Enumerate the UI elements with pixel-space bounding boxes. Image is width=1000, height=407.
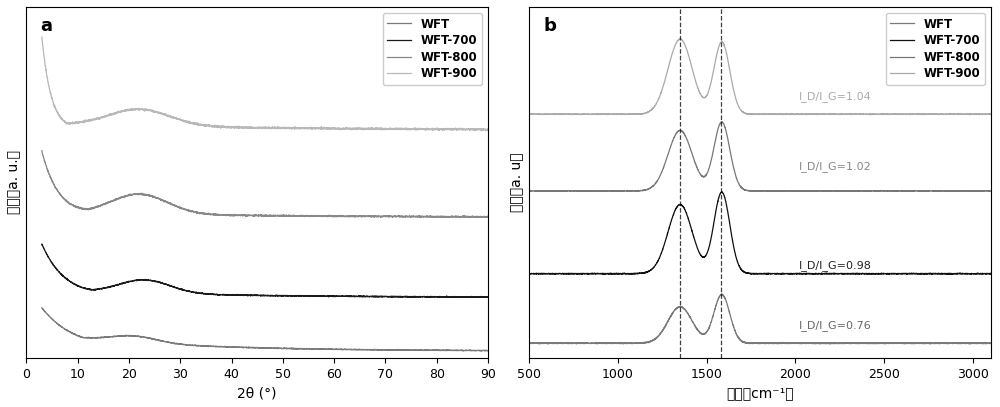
WFT [716,291,728,296]
Line: WFT-800: WFT-800 [529,122,991,191]
WFT-900 [482,128,494,133]
WFT-700 [859,271,871,276]
WFT-900 [743,112,755,116]
WFT-800 [113,196,125,201]
WFT [475,348,487,353]
WFT-900 [113,109,125,114]
WFT-700 [743,271,755,276]
WFT-900 [87,118,99,123]
WFT [87,335,99,340]
WFT-900 [675,36,687,41]
WFT-800 [743,188,755,193]
WFT-800 [425,214,437,219]
Text: I_D/I_G=0.76: I_D/I_G=0.76 [799,320,872,331]
X-axis label: 2θ (°): 2θ (°) [237,386,277,400]
WFT-800 [523,188,535,193]
WFT [482,348,494,353]
Line: WFT-700: WFT-700 [529,192,991,274]
WFT [717,293,729,298]
WFT [226,345,238,350]
WFT-700 [482,295,494,300]
WFT-700 [717,191,729,196]
WFT [985,341,997,346]
WFT-900 [717,41,729,46]
Text: I_D/I_G=0.98: I_D/I_G=0.98 [799,260,872,271]
WFT-800 [985,189,997,194]
WFT-700 [948,271,960,276]
Text: I_D/I_G=1.04: I_D/I_G=1.04 [799,91,872,102]
Line: WFT: WFT [42,308,488,351]
WFT-900 [36,35,48,39]
WFT-800 [859,188,871,193]
WFT [113,333,125,338]
WFT-900 [523,112,535,117]
Line: WFT-800: WFT-800 [42,151,488,217]
WFT [859,341,871,346]
Legend: WFT, WFT-700, WFT-800, WFT-900: WFT, WFT-700, WFT-800, WFT-900 [886,13,985,85]
WFT-700 [971,271,983,276]
WFT-900 [971,112,983,117]
WFT-900 [207,123,219,128]
WFT-700 [36,242,48,247]
WFT-700 [456,295,468,300]
WFT-900 [865,112,877,117]
WFT-900 [721,53,733,58]
Y-axis label: 强度（a. u.）: 强度（a. u.） [7,150,21,214]
WFT-900 [985,112,997,116]
WFT-800 [482,214,494,219]
WFT-900 [948,112,960,117]
WFT-800 [971,188,983,193]
WFT-700 [721,206,733,210]
WFT [971,341,983,346]
WFT-700 [113,282,125,287]
WFT-700 [473,294,485,299]
WFT-800 [87,205,99,210]
WFT-700 [571,272,583,277]
WFT-800 [948,188,960,193]
WFT-700 [523,271,535,276]
WFT-900 [859,112,871,117]
WFT [425,348,437,353]
WFT-800 [881,189,893,194]
WFT-800 [440,215,452,220]
WFT [948,341,960,346]
WFT-800 [716,119,728,124]
WFT [207,344,219,349]
WFT-800 [36,148,48,153]
WFT-700 [716,190,728,195]
Text: a: a [40,18,52,35]
WFT-900 [475,129,487,133]
WFT-700 [207,292,219,297]
Line: WFT-900: WFT-900 [529,39,991,115]
WFT [473,348,485,353]
WFT-800 [226,213,238,218]
Legend: WFT, WFT-700, WFT-800, WFT-900: WFT, WFT-700, WFT-800, WFT-900 [383,13,482,85]
WFT-800 [207,212,219,217]
WFT-700 [425,294,437,299]
Y-axis label: 强度（a. u）: 强度（a. u） [510,153,524,212]
WFT-900 [473,127,485,132]
WFT-900 [226,125,238,130]
WFT-800 [473,214,485,219]
WFT [743,341,755,346]
Text: b: b [543,18,556,35]
WFT-800 [717,120,729,125]
WFT-800 [721,132,733,137]
X-axis label: 波数（cm⁻¹）: 波数（cm⁻¹） [726,386,794,400]
WFT-900 [425,127,437,131]
WFT [571,341,583,346]
WFT [523,340,535,345]
Line: WFT-700: WFT-700 [42,244,488,298]
WFT [721,301,733,306]
WFT-700 [87,287,99,292]
Line: WFT-900: WFT-900 [42,37,488,131]
WFT-700 [985,271,997,276]
Line: WFT: WFT [529,294,991,344]
WFT-700 [226,292,238,297]
Text: I_D/I_G=1.02: I_D/I_G=1.02 [799,161,872,172]
WFT [36,305,48,310]
